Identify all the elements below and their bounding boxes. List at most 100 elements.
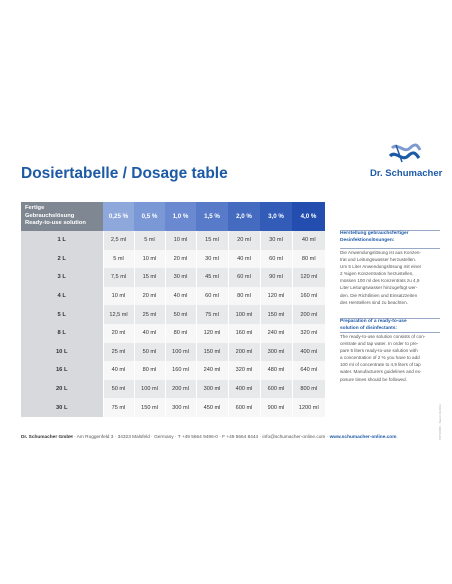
dosage-cell: 50 ml [102,379,134,399]
footer-company: Dr. Schumacher GmbH [21,435,73,440]
dosage-cell: 80 ml [291,249,325,269]
instructions-de-heading: Herstellung gebrauchsfertiger Desinfekti… [340,231,440,244]
dosage-cell: 30 ml [195,249,228,269]
body-line: trat und Leitungswasser herzustellen. [340,257,417,263]
dosage-cell: 7,5 ml [102,268,134,287]
table-row: 1 L 2,5 ml 5 ml 10 ml 15 ml 20 ml 30 ml 40 ml [21,231,325,250]
instructions-de: Herstellung gebrauchsfertiger Desinfekti… [340,226,440,306]
heading-line: Preparation of a ready-to-use [340,319,407,324]
volume-cell: 3 L [21,268,103,287]
table-row: 10 L 25 ml 50 ml 100 ml 150 ml 200 ml 300 ml 40… [21,342,325,362]
dosage-cell: 60 ml [227,268,260,287]
dosage-cell: 160 ml [164,361,196,380]
table-row: 20 L 50 ml 100 ml 200 ml 300 ml 400 ml 600 ml 8… [21,379,325,399]
dosage-cell: 600 ml [259,379,292,399]
body-line: a concentration of 2 % you have to add [340,355,420,361]
dosage-cell: 240 ml [259,323,292,343]
dosage-table: Fertige Gebrauchslösung Ready-to-use sol… [21,202,325,417]
dosage-cell: 20 ml [102,323,134,343]
concentration-header: 0,25 % [103,202,134,231]
table-row: 5 L 12,5 ml 25 ml 50 ml 75 ml 100 ml 150 ml 200… [21,305,325,324]
dosage-cell: 400 ml [227,379,260,399]
dosage-cell: 50 ml [133,342,165,362]
footer-website: www.schumacher-online.com [329,435,397,440]
dosage-cell: 400 ml [291,342,325,362]
dosage-cell: 75 ml [195,305,228,324]
dosage-cell: 300 ml [164,398,196,417]
dosage-cell: 40 ml [291,231,325,250]
dosage-cell: 1200 ml [291,398,325,417]
table-row: 16 L 40 ml 80 ml 160 ml 240 ml 320 ml 480 ml 64… [21,361,325,380]
concentration-header: 1,5 % [196,202,228,231]
dosage-cell: 80 ml [133,361,165,380]
table-row: 8 L 20 ml 40 ml 80 ml 120 ml 160 ml 240 ml 320 … [21,323,325,343]
dosage-cell: 150 ml [259,305,292,324]
header-label-line: Gebrauchslösung [25,212,75,219]
page-title: Dosiertabelle / Dosage table [21,165,228,182]
dosage-cell: 75 ml [102,398,134,417]
vertical-print-note: PIP 00000 · Stand 11/2021 [438,404,442,440]
instructions-en: Preparation of a ready-to-use solution o… [340,318,440,383]
dosage-cell: 240 ml [195,361,228,380]
footer-address: · Am Roggenfeld 3 · 34323 Malsfeld · Ger… [72,435,330,440]
dosage-cell: 40 ml [164,286,196,306]
volume-cell: 8 L [21,323,103,343]
body-line: water. Manufacturers guidelines and ex- [340,369,422,375]
dosage-cell: 10 ml [102,286,134,306]
dosage-cell: 90 ml [259,268,292,287]
dosage-cell: 160 ml [227,323,260,343]
instructions-en-heading: Preparation of a ready-to-use solution o… [340,319,440,332]
body-line: des Herstellers sind zu beachten. [340,299,408,305]
dosage-cell: 40 ml [102,361,134,380]
table-row: 3 L 7,5 ml 15 ml 30 ml 45 ml 60 ml 90 ml 120 ml [21,268,325,287]
instructions-de-body: Die Anwendungslösung ist aus Konzen- tra… [340,249,440,306]
brand-logo: Dr. Schumacher [370,140,442,179]
volume-cell: 4 L [21,286,103,306]
heading-line: Herstellung gebrauchsfertiger [340,231,409,236]
volume-cell: 20 L [21,379,103,399]
dosage-cell: 300 ml [259,342,292,362]
dosage-cell: 100 ml [164,342,196,362]
dosage-cell: 80 ml [227,286,260,306]
dosage-cell: 15 ml [133,268,165,287]
volume-cell: 10 L [21,342,103,362]
dosage-cell: 200 ml [227,342,260,362]
footer: Dr. Schumacher GmbH · Am Roggenfeld 3 · … [21,435,396,440]
body-line: müssen 100 ml des Konzentrats zu 4,9 [340,278,420,284]
dosage-cell: 640 ml [291,361,325,380]
dosage-cell: 2,5 ml [102,231,134,250]
dosage-cell: 10 ml [164,231,196,250]
dosage-cell: 100 ml [133,379,165,399]
body-line: 2 %igen Konzentration herzustellen, [340,271,414,277]
dosage-cell: 480 ml [259,361,292,380]
volume-cell: 1 L [21,231,103,250]
dosage-cell: 30 ml [164,268,196,287]
dosage-cell: 25 ml [102,342,134,362]
dosage-cell: 320 ml [227,361,260,380]
dosage-cell: 320 ml [291,323,325,343]
dosage-cell: 450 ml [195,398,228,417]
dosage-cell: 800 ml [291,379,325,399]
dosage-cell: 30 ml [259,231,292,250]
body-line: centrate and tap water. In order to pre- [340,341,419,347]
volume-cell: 2 L [21,249,103,269]
header-label-line: Fertige [25,205,45,212]
concentration-header: 1,0 % [165,202,196,231]
dosage-cell: 120 ml [195,323,228,343]
concentration-header: 0,5 % [134,202,165,231]
volume-cell: 5 L [21,305,103,324]
dosage-cell: 40 ml [227,249,260,269]
body-line: posure times should be followed. [340,376,407,382]
dosage-cell: 160 ml [291,286,325,306]
wave-s-logo-icon [388,143,422,163]
table-header-row: Fertige Gebrauchslösung Ready-to-use sol… [21,202,325,231]
heading-line: solution of disinfectants: [340,325,398,331]
dosage-cell: 120 ml [291,268,325,287]
dosage-cell: 5 ml [102,249,134,269]
volume-cell: 16 L [21,361,103,380]
dosage-cell: 150 ml [195,342,228,362]
divider [340,318,440,319]
dosage-cell: 20 ml [227,231,260,250]
dosage-cell: 900 ml [259,398,292,417]
